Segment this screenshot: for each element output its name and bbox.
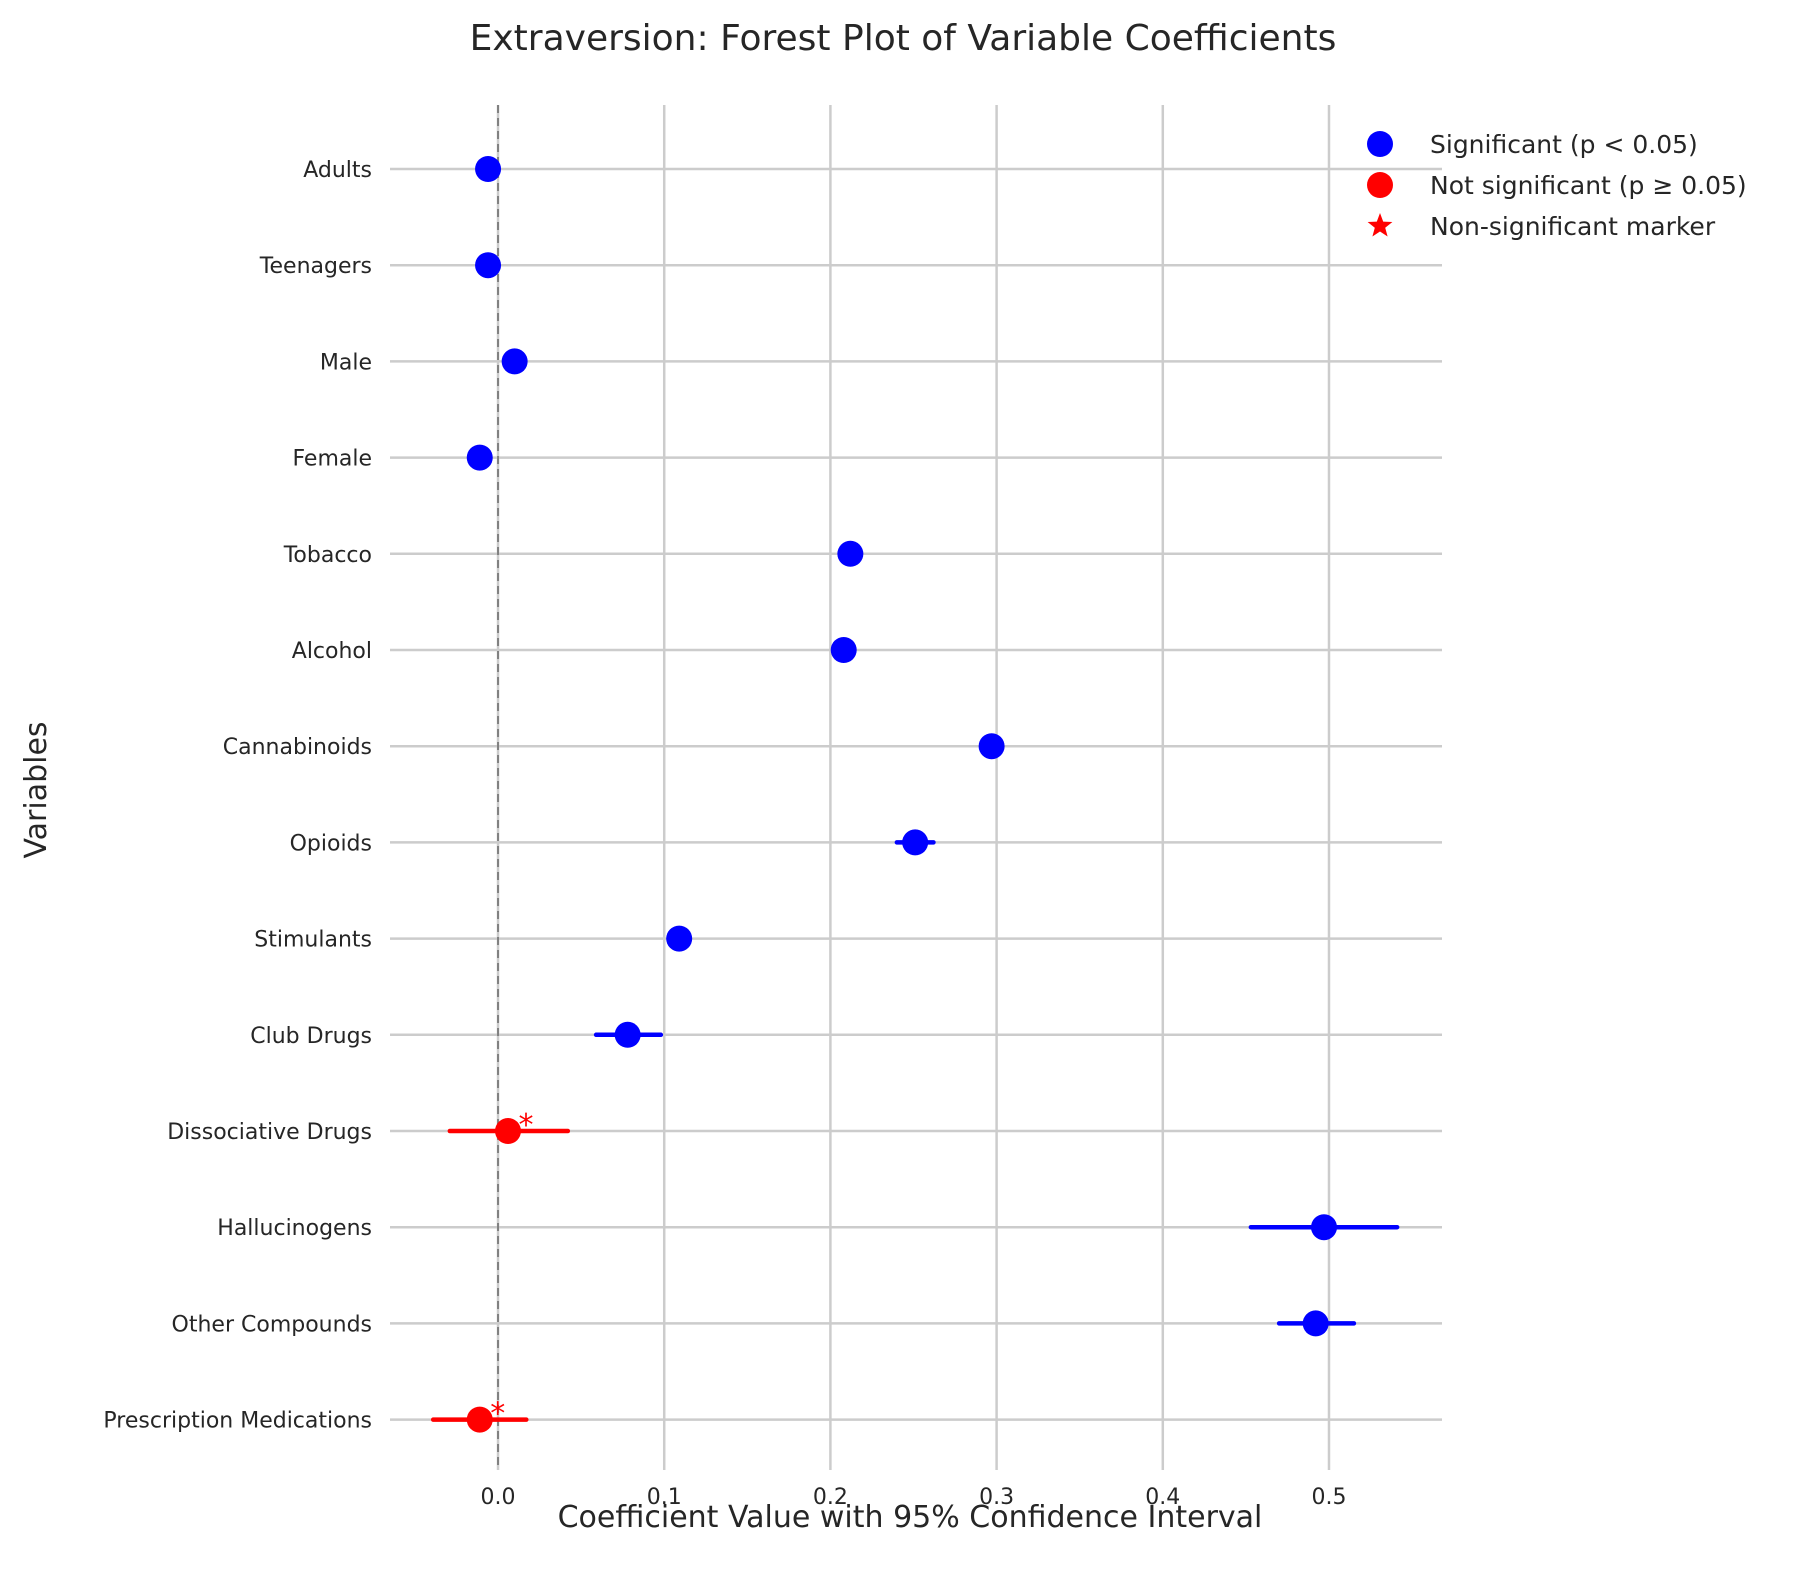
coefficient-point [1302, 1310, 1329, 1337]
y-tick-label: Adults [303, 158, 372, 183]
y-tick-label: Female [292, 447, 372, 472]
coefficient-point [494, 1118, 521, 1144]
x-tick-label: 0.1 [647, 1485, 682, 1510]
legend-marker [1367, 131, 1393, 157]
y-tick-label: Opioids [290, 831, 372, 856]
coefficient-point [614, 1021, 641, 1048]
x-axis-label: Coefficient Value with 95% Confidence In… [558, 1500, 1263, 1535]
legend-star-marker [1367, 213, 1393, 237]
x-tick-label: 0.2 [813, 1485, 848, 1510]
coefficient-point [902, 829, 929, 856]
tick-layer: 0.0 0.1 0.2 0.3 0.4 0.5 Adults Teenagers Male Fem… [103, 158, 1346, 1510]
legend-marker [1367, 172, 1393, 198]
y-tick-label: Teenagers [259, 254, 372, 279]
y-tick-label: Male [320, 350, 372, 375]
legend-label: Not significant (p ≥ 0.05) [1430, 171, 1747, 200]
x-tick-label: 0.5 [1311, 1485, 1346, 1510]
y-tick-label: Tobacco [283, 543, 372, 568]
y-tick-label: Other Compounds [172, 1312, 372, 1337]
y-tick-label: Prescription Medications [103, 1409, 372, 1434]
coefficient-point [475, 156, 502, 182]
x-tick-label: 0.4 [1145, 1485, 1180, 1510]
coefficient-point [1311, 1214, 1338, 1241]
y-tick-label: Alcohol [292, 639, 372, 664]
x-tick-label: 0.0 [481, 1485, 516, 1510]
y-axis-label: Variables [19, 721, 54, 858]
coefficient-point [830, 637, 857, 663]
x-tick-label: 0.3 [979, 1485, 1014, 1510]
non-significant-marker: * [518, 1108, 533, 1143]
y-tick-label: Cannabinoids [223, 735, 372, 760]
y-tick-label: Hallucinogens [217, 1216, 372, 1241]
coefficient-point [837, 540, 864, 567]
coefficient-point [475, 252, 502, 279]
legend-label: Significant (p < 0.05) [1430, 130, 1698, 159]
legend: Significant (p < 0.05) Not significant (p… [1367, 130, 1747, 241]
coefficient-point [466, 444, 493, 471]
y-tick-label: Stimulants [254, 928, 372, 953]
y-tick-label: Dissociative Drugs [167, 1120, 372, 1145]
legend-label: Non-significant marker [1430, 212, 1716, 241]
non-significant-marker: * [490, 1397, 505, 1432]
chart-title: Extraversion: Forest Plot of Variable Co… [470, 18, 1337, 59]
coefficient-point [666, 925, 693, 952]
coefficient-point [978, 733, 1005, 760]
grid-layer [390, 105, 1442, 1470]
coefficient-point [501, 348, 528, 375]
marks-layer: ** [430, 156, 1400, 1433]
coefficient-point [466, 1406, 493, 1433]
y-tick-label: Club Drugs [250, 1024, 372, 1049]
